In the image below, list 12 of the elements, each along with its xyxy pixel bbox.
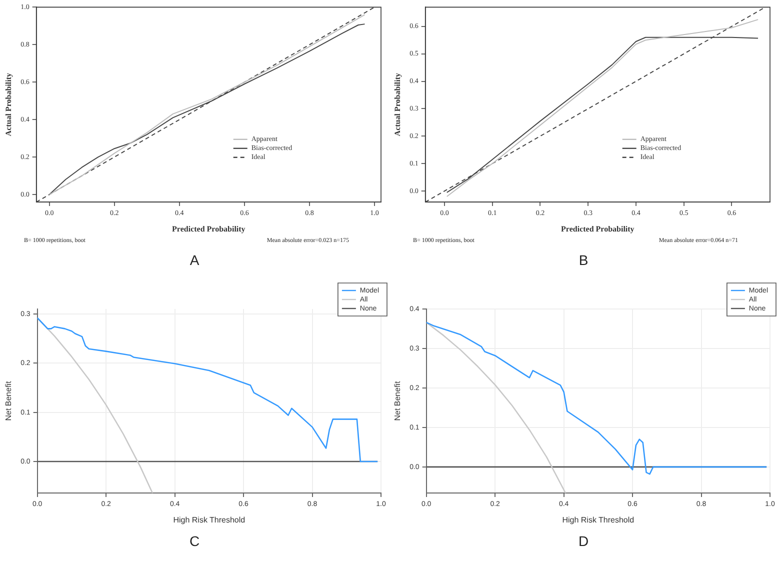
x-axis-title: High Risk Threshold bbox=[562, 515, 634, 524]
x-axis-title: Predicted Probability bbox=[561, 224, 634, 234]
y-axis-title: Net Benefit bbox=[393, 380, 402, 421]
text: B bbox=[578, 252, 590, 268]
x-axis-title: High Risk Threshold bbox=[173, 515, 246, 524]
text: D bbox=[577, 533, 590, 549]
text: C bbox=[188, 533, 201, 549]
y-axis-title: Actual Probability bbox=[4, 73, 13, 136]
x-axis-title: Predicted Probability bbox=[172, 224, 246, 234]
y-axis-title: Actual Probability bbox=[392, 73, 402, 136]
y-axis-title: Net Benefit bbox=[4, 380, 14, 421]
text: A bbox=[188, 252, 200, 268]
